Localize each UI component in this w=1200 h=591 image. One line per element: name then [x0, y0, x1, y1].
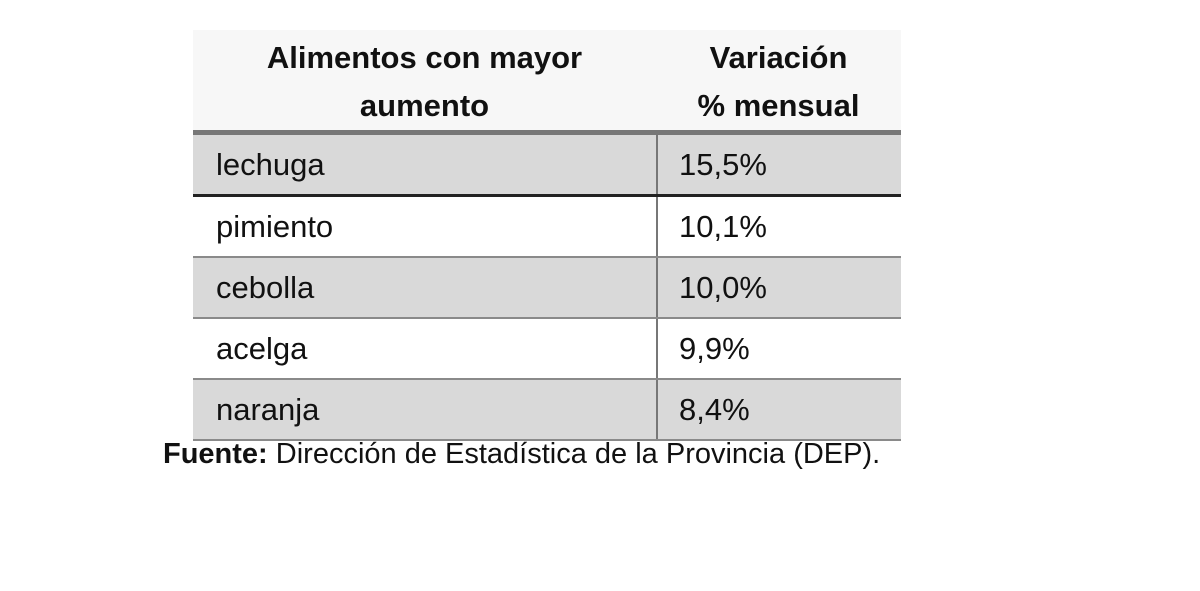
header-food-line2: aumento	[359, 88, 490, 123]
header-variation-line1: Variación	[709, 40, 848, 75]
food-cell: naranja	[193, 380, 658, 439]
table-row: pimiento 10,1%	[193, 197, 901, 258]
food-cell: cebolla	[193, 258, 658, 317]
table-row: naranja 8,4%	[193, 380, 901, 441]
header-variation-line2: % mensual	[697, 88, 860, 123]
header-food-line1: Alimentos con mayor	[266, 40, 583, 75]
food-cell: acelga	[193, 319, 658, 378]
source-label: Fuente:	[163, 438, 268, 470]
table-body: lechuga 15,5% pimiento 10,1% cebolla 10,0% ace…	[193, 135, 901, 441]
variation-cell: 10,1%	[679, 209, 767, 244]
variation-cell: 8,4%	[679, 392, 750, 427]
table-header: Alimentos con mayor aumento Variación % me…	[193, 30, 901, 135]
header-variation: Variación % mensual	[656, 30, 901, 130]
header-food: Alimentos con mayor aumento	[193, 30, 656, 130]
source-text: Dirección de Estadística de la Provincia…	[267, 438, 881, 470]
table-row: acelga 9,9%	[193, 319, 901, 380]
food-cell: lechuga	[193, 135, 658, 194]
variation-cell: 9,9%	[679, 331, 750, 366]
food-price-table: Alimentos con mayor aumento Variación % me…	[193, 30, 901, 441]
food-cell: pimiento	[193, 197, 658, 256]
source-note: Fuente: Dirección de Estadística de la P…	[163, 438, 880, 471]
table-row: lechuga 15,5%	[193, 135, 901, 197]
variation-cell: 10,0%	[679, 270, 767, 305]
variation-cell: 15,5%	[679, 147, 767, 182]
table-row: cebolla 10,0%	[193, 258, 901, 319]
